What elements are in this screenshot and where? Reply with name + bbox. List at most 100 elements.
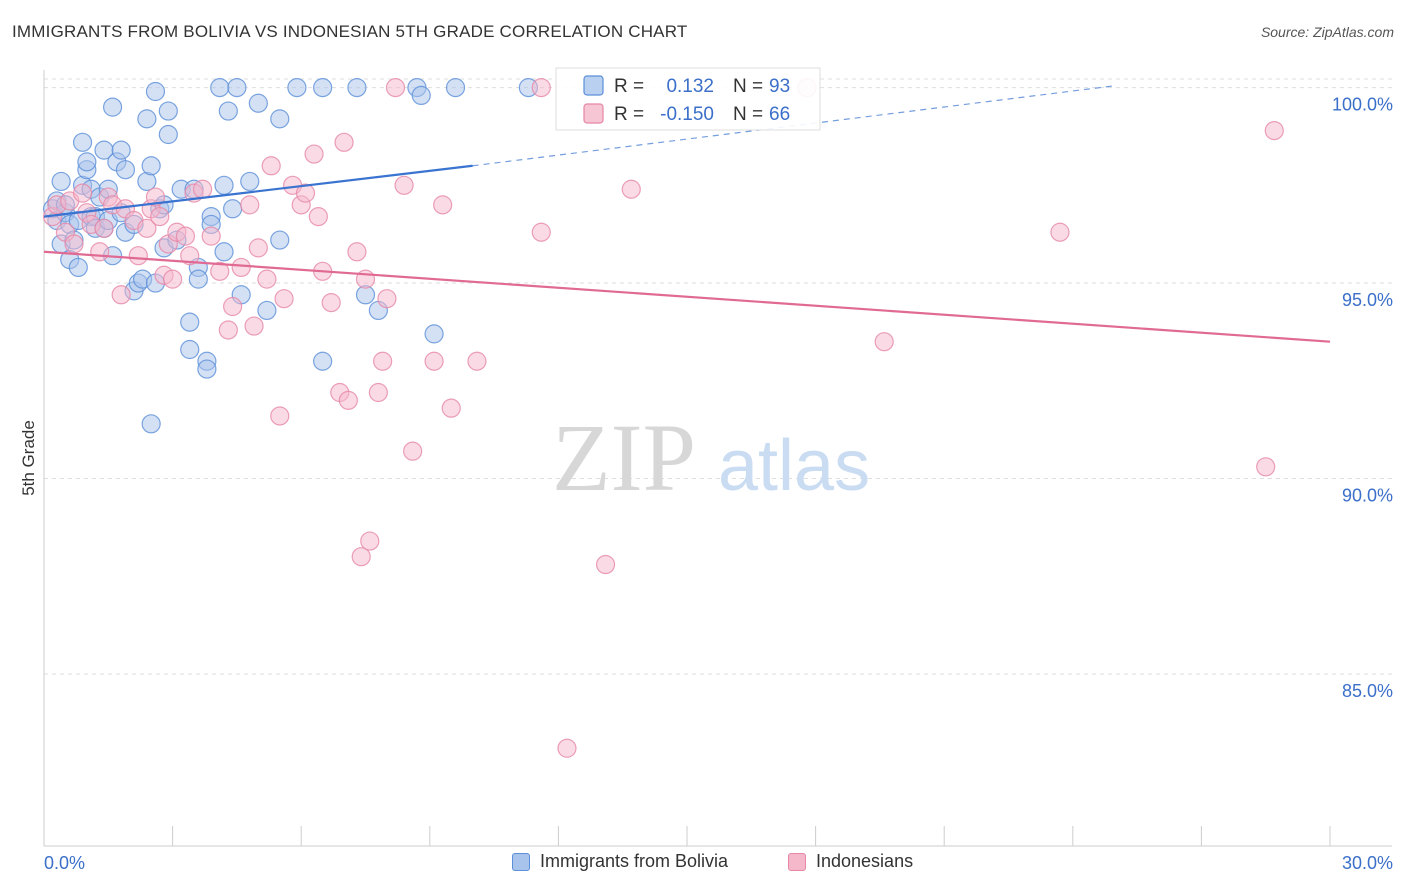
point-bolivia (145, 81, 166, 102)
legend-n-label: N = (733, 76, 763, 97)
point-indonesian (308, 206, 328, 227)
point-indonesian (145, 187, 166, 207)
point-indonesian (257, 269, 277, 289)
point-bolivia (102, 97, 123, 117)
point-indonesian (175, 226, 196, 246)
point-indonesian (248, 238, 268, 258)
legend-swatch (583, 103, 604, 124)
point-bolivia (210, 77, 230, 98)
point-indonesian (441, 398, 461, 418)
legend-box: R = 0.132 N = 93 R = -0.150 N = 66 (555, 67, 821, 131)
point-bolivia (218, 101, 238, 121)
point-bolivia (445, 77, 466, 98)
point-indonesian (321, 293, 341, 313)
point-indonesian (274, 289, 294, 309)
point-indonesian (334, 132, 354, 152)
bottom-legend: Immigrants from Bolivia Indonesians (0, 851, 1406, 879)
point-indonesian (244, 316, 264, 336)
point-indonesian (1264, 120, 1284, 141)
legend-n-value: 93 (769, 76, 790, 97)
point-indonesian (385, 77, 406, 98)
point-indonesian (531, 77, 551, 98)
chart-source: Source: ZipAtlas.com (1260, 24, 1394, 40)
point-bolivia (111, 140, 131, 160)
legend-swatch (583, 75, 604, 96)
point-indonesian (433, 195, 453, 215)
point-bolivia (313, 351, 333, 371)
point-bolivia (214, 175, 234, 195)
point-bolivia (214, 242, 234, 262)
point-indonesian (137, 218, 157, 238)
point-indonesian (72, 183, 93, 203)
trend-line-indonesians (43, 250, 1331, 343)
point-indonesian (531, 222, 551, 242)
point-indonesian (1256, 457, 1276, 477)
point-bolivia (141, 414, 161, 434)
point-bolivia (158, 124, 178, 145)
point-bolivia (313, 77, 333, 98)
axes-layer: 100.0% 95.0% 90.0% 85.0% 0.0% 30.0% 5th Grade (19, 70, 1393, 873)
legend-r-value: 0.132 (666, 76, 714, 97)
point-bolivia (137, 109, 157, 129)
point-bolivia (240, 171, 260, 192)
point-indonesian (210, 261, 230, 281)
watermark-atlas: atlas (718, 426, 870, 506)
point-indonesian (150, 206, 170, 227)
point-bolivia (227, 77, 247, 98)
point-bolivia (68, 257, 88, 278)
grid-layer (44, 78, 1392, 675)
point-bolivia (347, 77, 367, 98)
point-bolivia (180, 312, 200, 332)
point-bolivia (51, 171, 71, 192)
point-indonesian (373, 351, 393, 371)
point-indonesian (223, 296, 243, 317)
y-axis-label: 5th Grade (19, 420, 38, 496)
x-tick-label: 30.0% (1342, 853, 1393, 873)
watermark: ZIP atlas (552, 404, 870, 511)
point-bolivia (72, 132, 93, 152)
point-indonesian (163, 269, 183, 289)
legend-r-label: R = (614, 104, 644, 125)
watermark-zip: ZIP (552, 404, 696, 511)
point-bolivia (77, 152, 97, 172)
point-indonesian (467, 351, 487, 371)
trend-line-bolivia (43, 164, 473, 218)
point-indonesian (351, 547, 371, 567)
point-indonesian (424, 351, 444, 371)
point-bolivia (141, 156, 161, 176)
legend-label-bolivia: Immigrants from Bolivia (540, 851, 729, 871)
point-bolivia (248, 93, 268, 113)
point-indonesian (270, 406, 290, 426)
point-indonesian (240, 195, 260, 215)
point-bolivia (270, 109, 290, 129)
point-bolivia (270, 230, 290, 250)
point-indonesian (94, 218, 114, 238)
point-indonesian (621, 179, 641, 199)
legend-r-value: -0.150 (660, 104, 714, 125)
points-layer (42, 77, 1284, 758)
point-indonesian (1050, 222, 1070, 242)
point-indonesian (218, 320, 238, 340)
point-indonesian (128, 246, 148, 266)
point-indonesian (295, 183, 316, 203)
point-indonesian (201, 226, 221, 246)
point-indonesian (90, 242, 110, 262)
chart-title: IMMIGRANTS FROM BOLIVIA VS INDONESIAN 5T… (12, 22, 688, 41)
point-indonesian (347, 242, 367, 262)
point-bolivia (411, 85, 431, 106)
point-bolivia (158, 101, 178, 121)
legend-r-label: R = (614, 76, 644, 97)
point-bolivia (424, 324, 444, 344)
point-bolivia (188, 269, 208, 289)
point-indonesian (595, 554, 616, 575)
point-indonesian (874, 332, 894, 352)
point-indonesian (231, 257, 251, 278)
point-bolivia (287, 77, 307, 98)
point-bolivia (223, 199, 243, 219)
point-indonesian (360, 531, 380, 551)
legend-n-value: 66 (769, 104, 790, 125)
point-bolivia (257, 300, 277, 321)
y-tick-label: 95.0% (1342, 290, 1393, 310)
point-bolivia (197, 359, 217, 379)
